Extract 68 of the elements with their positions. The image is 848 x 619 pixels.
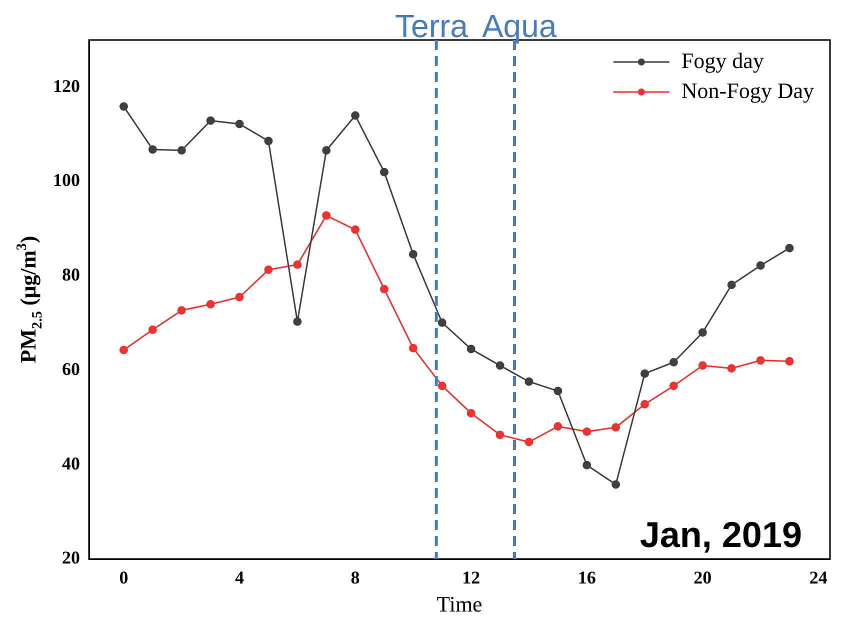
point <box>351 225 360 234</box>
y-tick-label: 20 <box>62 548 80 568</box>
point <box>322 146 331 155</box>
point <box>785 244 794 252</box>
point <box>496 361 504 370</box>
point <box>235 292 244 302</box>
x-tick-label: 8 <box>350 567 360 588</box>
y-axis-title: PM2.5 (μg/m3) <box>14 236 46 364</box>
x-tick-label: 12 <box>462 567 480 588</box>
point <box>206 300 215 308</box>
x-tick-label: 0 <box>119 567 128 588</box>
point <box>380 168 388 176</box>
x-tick-label: 4 <box>235 567 244 588</box>
point <box>119 346 128 354</box>
legend-label: Fogy day <box>681 48 764 73</box>
point <box>524 438 534 446</box>
point <box>466 408 476 418</box>
point <box>756 356 765 365</box>
point <box>669 382 678 390</box>
x-tick-label: 20 <box>694 567 712 588</box>
ref-line-label: Aqua <box>482 8 557 44</box>
point <box>785 357 794 366</box>
ref-line-label: Terra <box>395 8 468 44</box>
point <box>466 344 476 354</box>
y-tick-label: 80 <box>62 264 80 285</box>
y-tick-label: 40 <box>62 453 80 474</box>
point <box>727 364 736 373</box>
point <box>264 136 273 146</box>
point <box>582 460 592 470</box>
x-axis-title: Time <box>436 592 482 617</box>
y-tick-label: 120 <box>53 76 80 96</box>
point <box>496 430 504 440</box>
point <box>756 261 765 270</box>
annotation: Jan, 2019 <box>640 514 802 555</box>
point <box>640 400 649 408</box>
point <box>380 284 388 294</box>
point <box>669 358 678 366</box>
point <box>438 318 446 327</box>
point <box>582 427 592 436</box>
point <box>177 146 186 155</box>
point <box>235 120 244 128</box>
point <box>438 382 446 390</box>
point <box>177 306 186 315</box>
point <box>554 386 562 396</box>
point <box>206 116 215 125</box>
point <box>293 260 302 269</box>
y-tick-label: 100 <box>53 170 80 190</box>
point <box>554 422 562 431</box>
point <box>612 423 620 432</box>
point <box>727 280 736 290</box>
x-tick-label: 16 <box>578 567 596 588</box>
point <box>612 480 620 489</box>
y-tick-label: 60 <box>62 358 80 379</box>
point <box>408 250 418 258</box>
point <box>293 317 302 326</box>
point <box>148 325 157 334</box>
point <box>148 145 157 154</box>
point <box>119 102 128 111</box>
point <box>640 369 649 378</box>
point <box>698 328 707 337</box>
point <box>698 361 707 370</box>
point <box>351 111 360 120</box>
legend-label: Non-Fogy Day <box>681 78 814 103</box>
x-tick-label: 24 <box>809 567 828 588</box>
point <box>408 344 418 352</box>
point <box>322 211 331 220</box>
point <box>264 266 273 274</box>
point <box>524 377 534 386</box>
